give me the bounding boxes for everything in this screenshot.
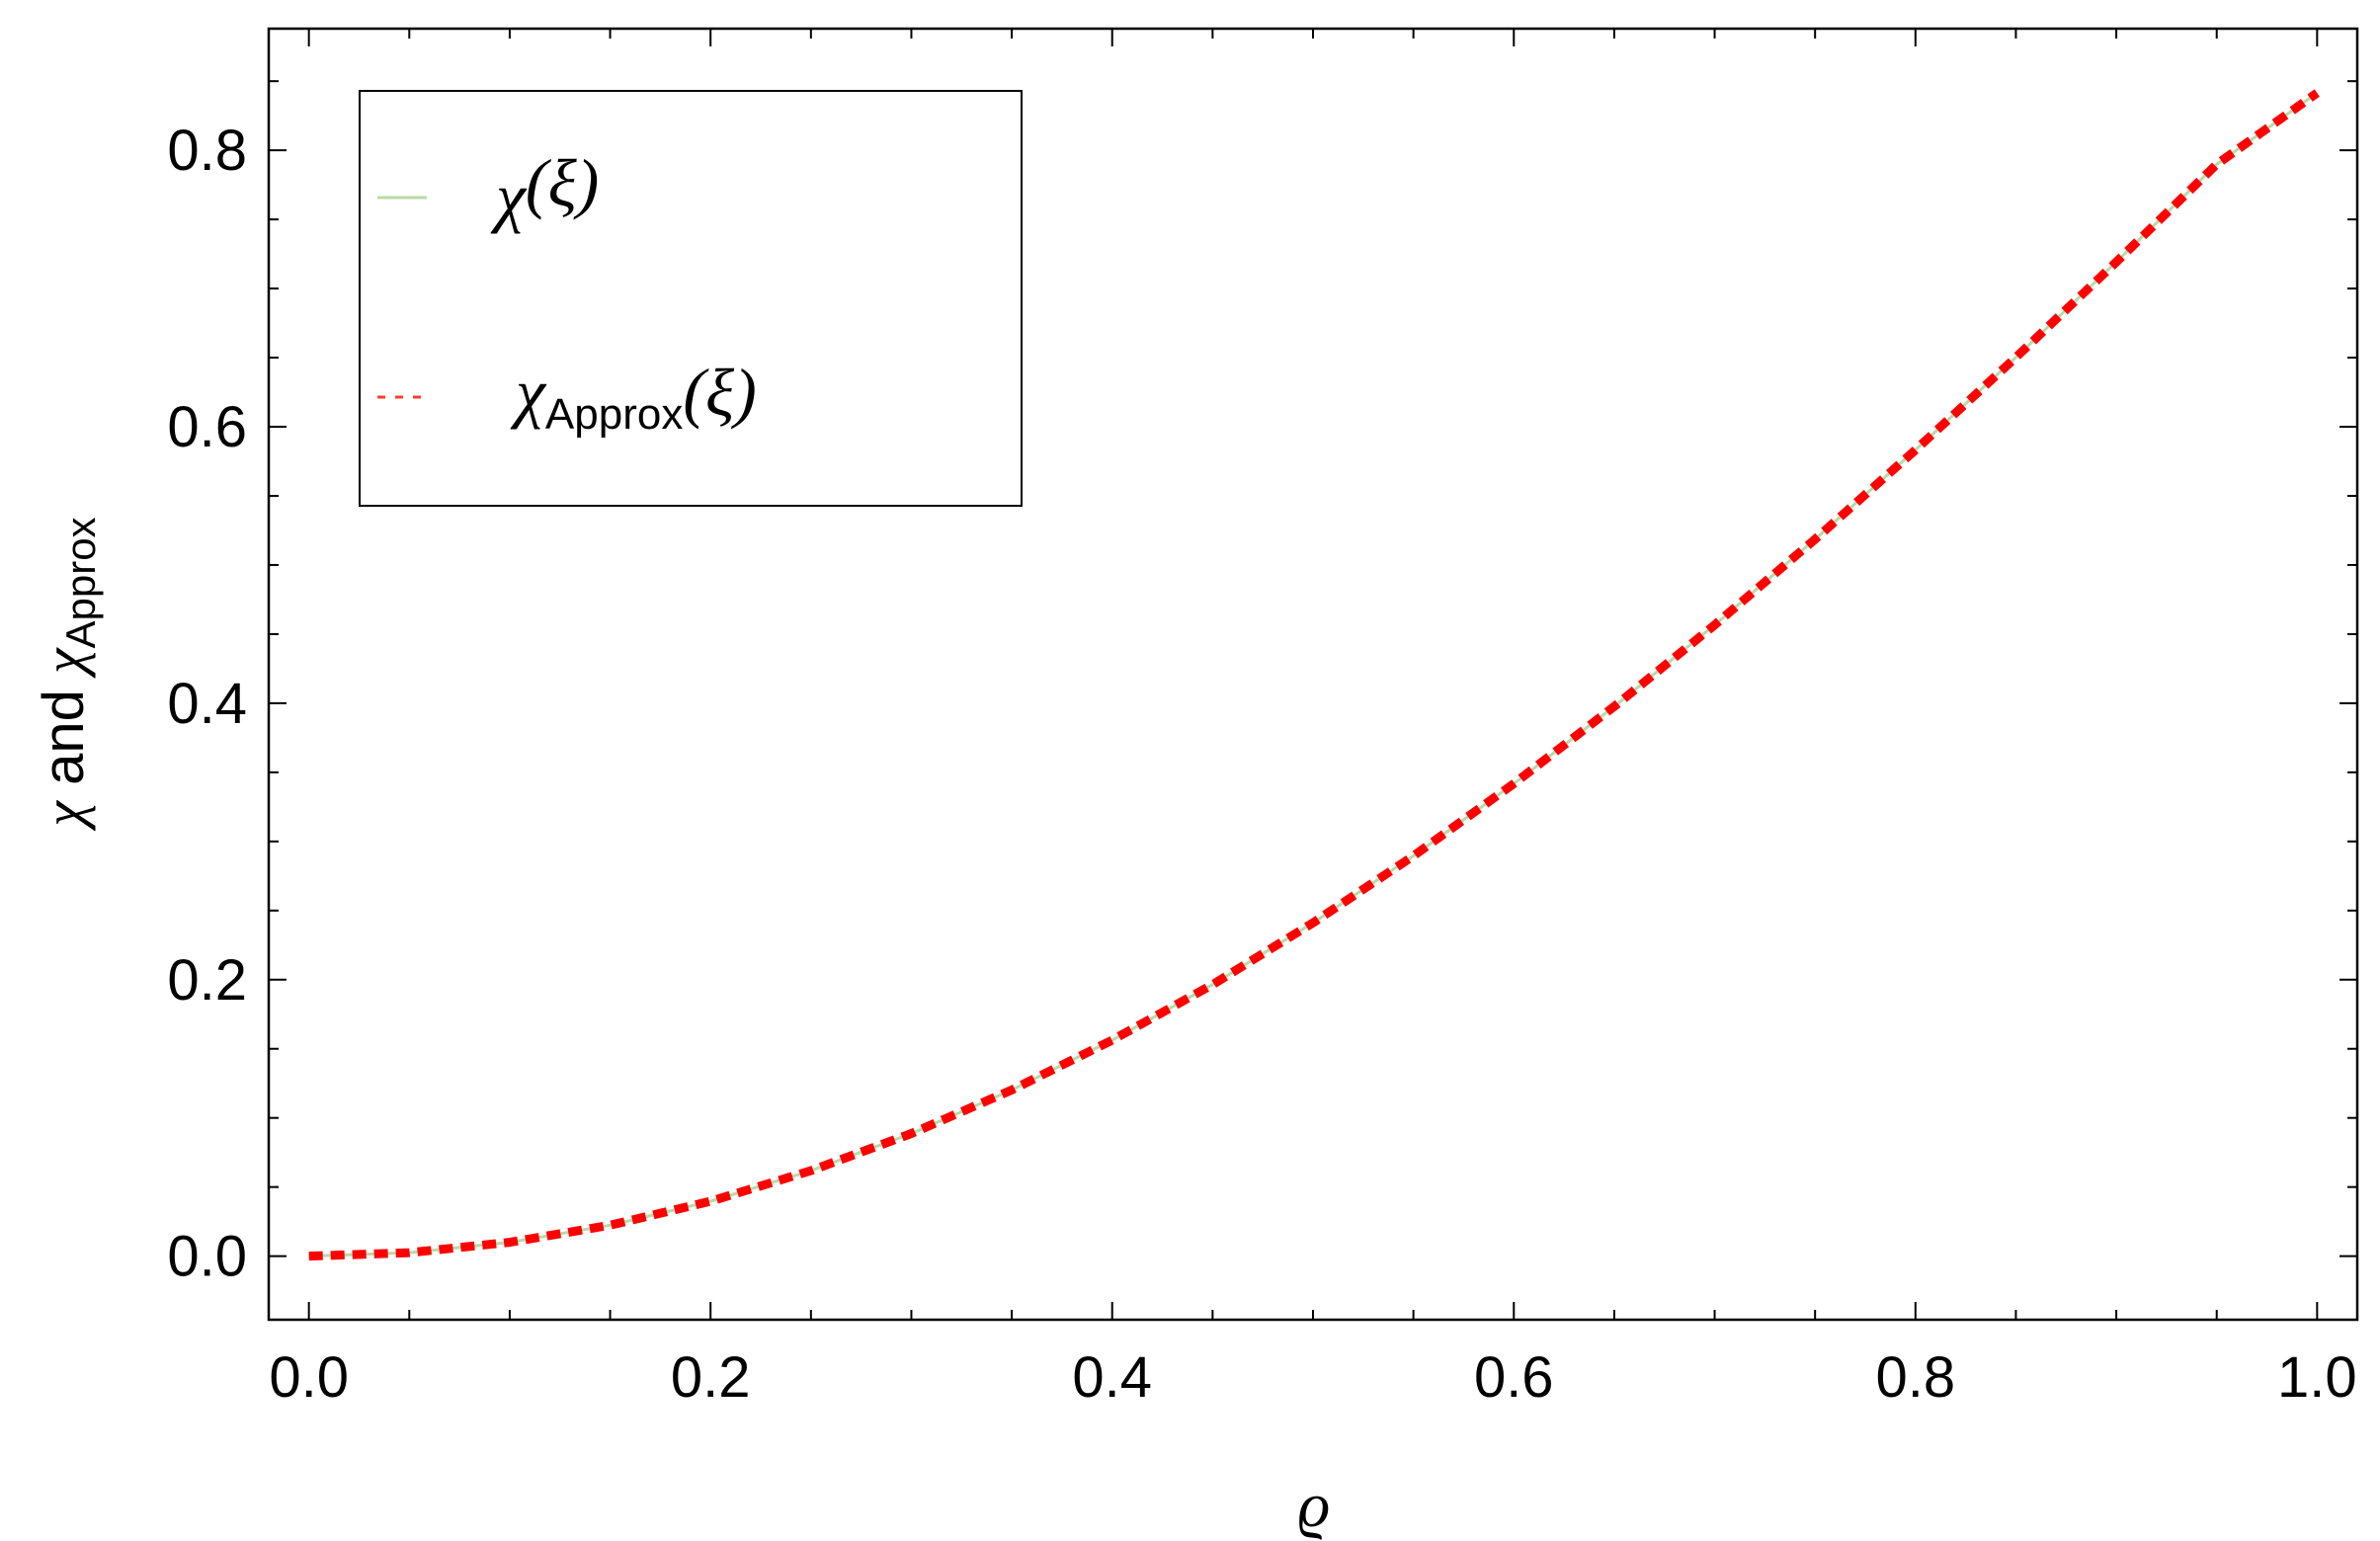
legend-label-1: χ(ξ) <box>490 145 599 234</box>
y-tick-label: 0.2 <box>167 948 247 1013</box>
x-tick-label: 0.2 <box>671 1345 751 1410</box>
y-axis-title: χ and χApprox <box>32 517 104 831</box>
legend: χ(ξ) χApprox(ξ) <box>359 90 1023 507</box>
x-tick-label: 0.0 <box>269 1345 349 1410</box>
x-tick-label: 1.0 <box>2277 1345 2357 1410</box>
ticks <box>269 29 2357 1320</box>
y-tick-label: 0.0 <box>167 1225 247 1289</box>
x-axis-title: ϱ <box>1298 1470 1330 1540</box>
y-tick-label: 0.8 <box>167 119 247 183</box>
y-tick-label: 0.6 <box>167 395 247 459</box>
legend-box <box>359 90 1023 507</box>
y-tick-label: 0.4 <box>167 672 247 736</box>
x-tick-label: 0.6 <box>1474 1345 1554 1410</box>
series-line-2 <box>308 89 2320 1261</box>
legend-label-2: χApprox(ξ) <box>510 355 757 439</box>
tick-labels: 0.0 0.2 0.4 0.6 0.8 1.0 0.0 0.2 0.4 0.6 0.8 <box>167 119 2356 1410</box>
x-tick-label: 0.8 <box>1875 1345 1955 1410</box>
x-tick-label: 0.4 <box>1072 1345 1152 1410</box>
series-layer <box>308 89 2320 1261</box>
